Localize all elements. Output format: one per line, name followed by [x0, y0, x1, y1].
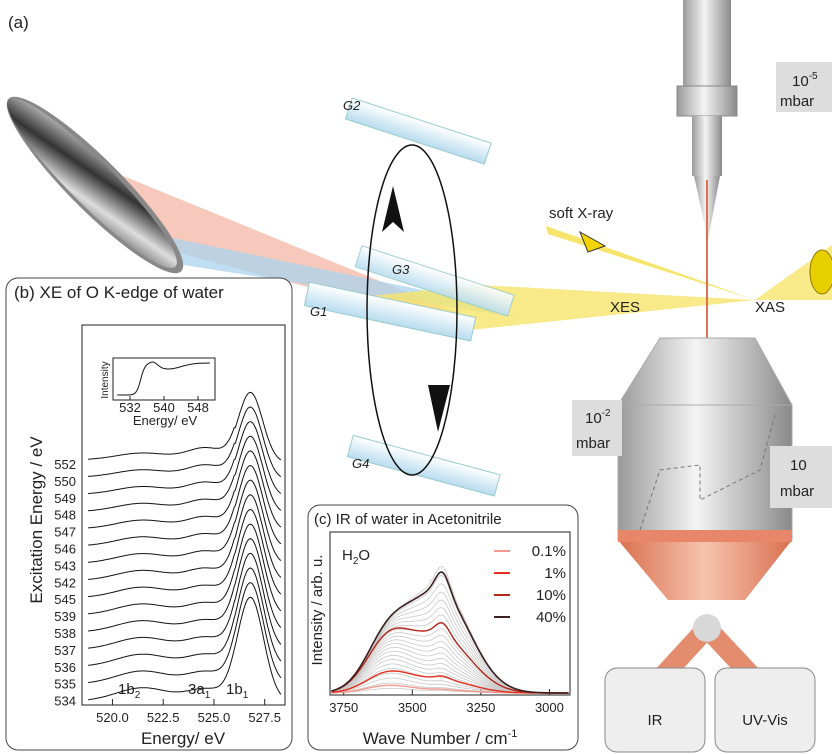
x-tick-label: 522.5 [147, 710, 180, 725]
grating-label: G1 [310, 304, 327, 319]
peak-sub: 2 [135, 690, 141, 701]
excitation-label: 547 [54, 525, 76, 540]
inset-y-label: Intensity [100, 361, 111, 398]
x-tick-label: 527.5 [248, 710, 281, 725]
species-text: H [342, 547, 353, 564]
mirror [0, 84, 191, 282]
y-axis-label: Excitation Energy / eV [27, 436, 46, 604]
excitation-label: 537 [54, 643, 76, 658]
panel-label: (a) [8, 13, 29, 32]
inset-x-label: Energy/ eV [133, 413, 198, 428]
chamber-liquid-top [618, 530, 792, 542]
excitation-label: 550 [54, 474, 76, 489]
peak-text: 1b [118, 681, 135, 698]
excitation-label: 552 [54, 457, 76, 472]
grating-label: G2 [343, 98, 361, 113]
pressure-label: 10 [790, 457, 807, 474]
x-tick-label: 3000 [535, 700, 564, 715]
xes-label: XES [610, 299, 640, 316]
panel-b-frame [6, 278, 292, 750]
inset-frame [113, 358, 215, 400]
pressure-unit: mbar [780, 483, 814, 500]
grating-label: G4 [352, 456, 369, 471]
grating-label: G3 [392, 262, 410, 277]
panel-c-title: (c) IR of water in Acetonitrile [314, 511, 502, 528]
nozzle [683, 0, 731, 88]
peak-sub: 1 [205, 690, 211, 701]
pressure-exp: -5 [809, 71, 818, 82]
excitation-label: 535 [54, 677, 76, 692]
excitation-label: 543 [54, 558, 76, 573]
detector-box [605, 668, 705, 752]
beam-label: soft X-ray [549, 205, 614, 222]
x-label-sup: -1 [508, 728, 518, 740]
excitation-label: 542 [54, 575, 76, 590]
y-axis-label: Intensity / arb. u. [309, 555, 326, 666]
detector-box [715, 668, 815, 752]
nozzle-tube [692, 116, 722, 176]
rotation-arrow [382, 186, 404, 232]
pressure-exp: -2 [602, 408, 611, 419]
excitation-label: 546 [54, 542, 76, 557]
pressure-base: 10 [585, 410, 602, 427]
species-rest: O [358, 547, 370, 564]
grating [348, 435, 501, 496]
detector-label: IR [648, 712, 663, 729]
peak-sub: 1 [243, 690, 249, 701]
excitation-label: 548 [54, 508, 76, 523]
pressure-unit: mbar [780, 93, 814, 110]
inset-tick-label: 532 [119, 400, 141, 415]
excitation-label: 545 [54, 592, 76, 607]
joint [693, 614, 721, 642]
legend-label: 0.1% [532, 543, 566, 560]
pressure-unit: mbar [576, 435, 610, 452]
xas-detector [810, 250, 832, 294]
legend-label: 40% [536, 609, 566, 626]
excitation-label: 549 [54, 491, 76, 506]
rotation-arrow [428, 385, 450, 432]
chamber-liquid [618, 540, 792, 600]
x-axis-label: Energy/ eV [141, 729, 226, 748]
nozzle-collar [677, 86, 737, 116]
x-tick-label: 3750 [329, 700, 358, 715]
figure: (a) 10-5 mbar 10-2 mbar 10 mbar G1 G2 G3… [0, 0, 832, 754]
chamber [618, 338, 792, 540]
excitation-label: 538 [54, 626, 76, 641]
inset-tick-label: 540 [153, 400, 175, 415]
panel-b-title: (b) XE of O K-edge of water [14, 283, 224, 302]
detector-label: UV-Vis [742, 712, 788, 729]
x-tick-label: 3500 [398, 700, 427, 715]
x-tick-label: 3250 [466, 700, 495, 715]
x-tick-label: 525.0 [198, 710, 231, 725]
x-tick-label: 520.0 [96, 710, 129, 725]
x-label-text: Wave Number / cm [363, 729, 508, 748]
legend-label: 10% [536, 587, 566, 604]
excitation-label: 539 [54, 609, 76, 624]
pressure-base: 10 [792, 73, 809, 90]
grating [345, 98, 491, 164]
inset-tick-label: 548 [187, 400, 209, 415]
legend-label: 1% [544, 565, 566, 582]
xas-label: XAS [755, 299, 785, 316]
xray-beam [546, 226, 755, 300]
peak-text: 1b [226, 681, 243, 698]
x-axis-label: Wave Number / cm-1 [363, 728, 518, 748]
excitation-label: 534 [54, 694, 76, 709]
excitation-label: 536 [54, 660, 76, 675]
